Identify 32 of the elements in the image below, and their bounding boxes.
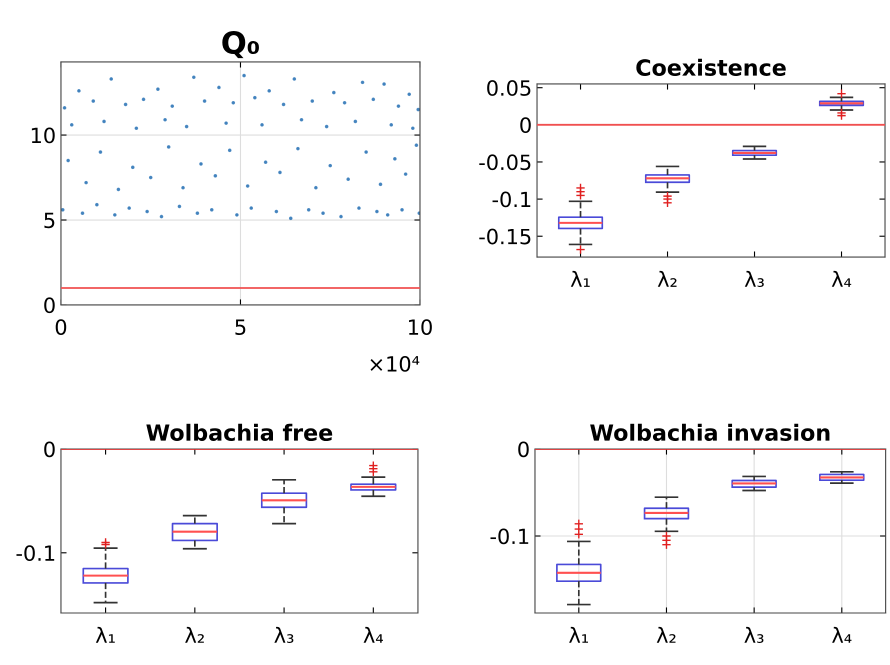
chart-title: Coexistence <box>636 58 786 76</box>
x-tick-label: λ₄ <box>364 626 383 643</box>
x-tick-label: λ₁ <box>96 626 115 643</box>
x-tick-label: λ₃ <box>744 270 764 287</box>
x-tick-label: λ₃ <box>274 626 294 643</box>
chart-title: Wolbachia invasion <box>590 424 830 441</box>
x-tick-label: 10 <box>409 319 432 335</box>
y-tick-label: 0 <box>44 297 55 314</box>
x-tick-label: λ₁ <box>570 270 590 287</box>
x-tick-label: λ₃ <box>744 626 764 643</box>
y-tick-label: 0 <box>520 117 531 134</box>
y-tick-label: -0.05 <box>479 154 530 170</box>
y-tick-label: -0.1 <box>492 192 530 208</box>
x-tick-label: 0 <box>56 319 66 335</box>
x-tick-label: λ₁ <box>569 626 588 643</box>
y-tick-label: 0 <box>44 441 55 458</box>
x-tick-label: λ₄ <box>832 626 852 643</box>
text: ×10⁴ <box>370 356 420 372</box>
y-tick-label: -0.1 <box>16 545 54 562</box>
y-tick-label: 5 <box>44 212 54 228</box>
x-tick-label: λ₂ <box>658 270 677 287</box>
y-tick-label: 10 <box>32 128 55 144</box>
x-tick-label: 5 <box>235 320 246 335</box>
x-tick-label: λ₂ <box>185 626 204 643</box>
y-tick-label: 0.05 <box>487 80 530 96</box>
x-tick-label: λ₂ <box>656 626 676 643</box>
chart-title: Wolbachia free <box>146 424 332 441</box>
chart-title: Q₀ <box>222 30 259 58</box>
y-tick-label: -0.15 <box>479 228 530 244</box>
y-tick-label: 0 <box>518 441 529 458</box>
x-tick-label: λ₄ <box>832 270 852 287</box>
y-tick-label: -0.1 <box>490 528 528 544</box>
